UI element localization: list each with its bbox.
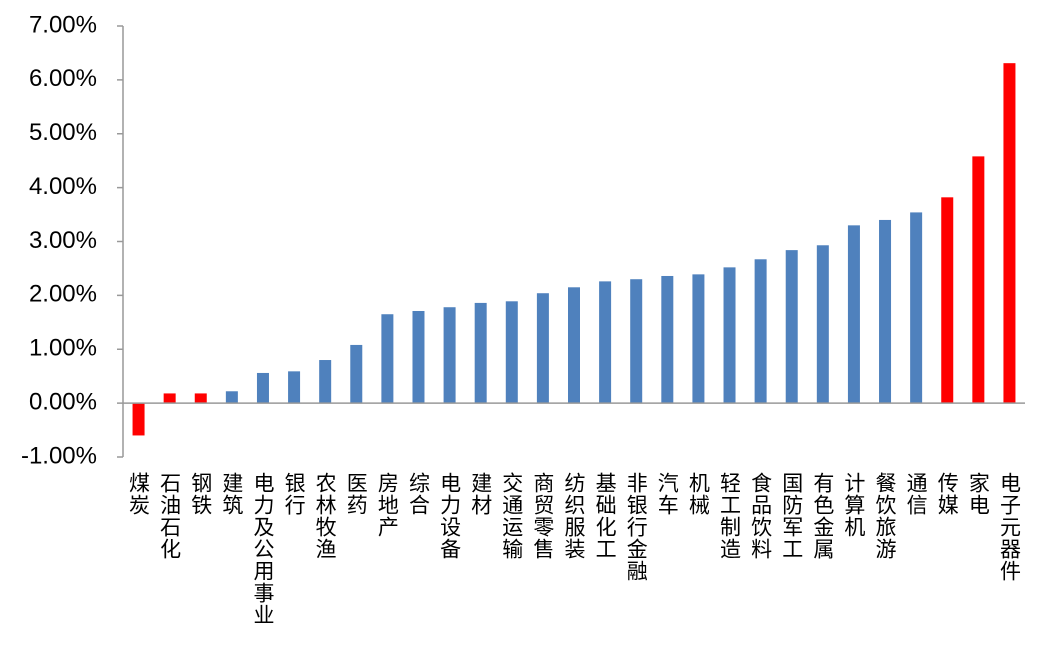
bar [256,372,269,404]
bar [536,293,549,404]
bar [319,360,332,404]
bar [910,212,923,404]
bar [630,279,643,404]
y-tick-label: 7.00% [29,11,97,38]
x-tick-label: 电力及公用事业 [251,472,275,626]
y-tick-label: 1.00% [29,335,97,362]
bar [132,403,145,436]
x-tick-label: 综合 [406,472,430,516]
x-tick-label: 轻工制造 [718,472,742,560]
x-tick-label: 国防军工 [780,472,804,560]
x-tick-label: 建材 [469,472,493,516]
bar [194,393,207,404]
bar [847,225,860,404]
y-tick-label: 5.00% [29,119,97,146]
bar [443,307,456,404]
x-tick-label: 计算机 [842,472,866,538]
bar [381,314,394,404]
x-tick-label: 农林牧渔 [313,472,337,560]
bar [1003,63,1016,404]
x-tick-label: 建筑 [220,472,244,516]
bar [350,344,363,404]
x-tick-label: 纺织服装 [562,472,586,560]
bar [879,219,892,404]
x-tick-label: 交通运输 [500,472,524,560]
bar [754,259,767,404]
y-tick-label: 0.00% [29,388,97,415]
x-tick-label: 有色金属 [811,472,835,560]
x-tick-label: 钢铁 [189,472,213,516]
bar [568,287,580,404]
x-tick-label: 食品饮料 [749,472,773,560]
y-tick-label: 6.00% [29,65,97,92]
bar [816,245,829,404]
x-tick-label: 餐饮旅游 [873,472,897,560]
y-tick-label: -1.00% [21,442,97,469]
x-tick-label: 传媒 [935,472,959,516]
y-tick-label: 3.00% [29,227,97,254]
x-tick-label: 医药 [344,472,368,516]
bar [599,281,612,404]
y-tick-label: 4.00% [29,173,97,200]
x-tick-label: 房地产 [375,472,399,538]
x-tick-label: 石油石化 [158,472,182,560]
x-tick-label: 家电 [966,472,990,516]
bar [661,275,674,404]
x-tick-label: 非银行金融 [624,472,648,582]
bar [474,302,487,404]
bar [723,267,736,404]
x-tick-label: 机械 [686,472,710,516]
x-tick-label: 基础化工 [593,472,617,560]
x-tick-label: 煤炭 [127,472,151,516]
x-tick-label: 电力设备 [438,472,462,560]
x-tick-label: 通信 [904,472,928,516]
bar [941,197,954,404]
x-tick-label: 电子元器件 [997,472,1021,582]
bar [972,156,985,404]
y-tick-label: 2.00% [29,281,97,308]
bar [225,391,238,404]
bar [163,393,176,404]
x-tick-label: 银行 [282,472,306,516]
x-tick-label: 汽车 [655,472,679,516]
bar [412,310,425,404]
bar [785,250,798,404]
bar [692,274,705,404]
bar [288,371,301,404]
x-tick-label: 商贸零售 [531,472,555,560]
bar [505,301,518,404]
